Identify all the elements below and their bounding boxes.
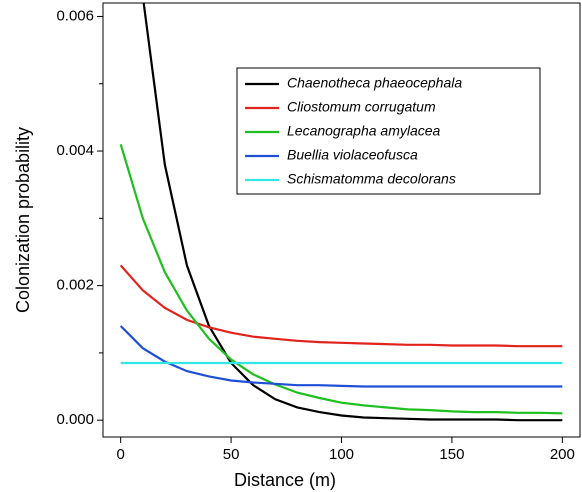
plot-area	[119, 3, 563, 422]
y-tick-label: 0.004	[56, 142, 94, 159]
y-axis-label: Colonization probability	[13, 127, 33, 313]
legend-label: Cliostomum corrugatum	[287, 99, 436, 115]
series-line	[119, 143, 563, 415]
series-line	[119, 264, 563, 348]
y-tick-label: 0.002	[56, 277, 94, 294]
y-tick-label: 0.000	[56, 411, 94, 428]
legend-box	[236, 67, 541, 195]
x-tick-label: 0	[116, 446, 124, 463]
legend-label: Buellia violaceofusca	[287, 147, 418, 163]
series-line	[119, 325, 563, 388]
x-axis-label: Distance (m)	[234, 470, 336, 490]
legend-label: Chaenotheca phaeocephala	[287, 75, 462, 91]
series-line	[142, 3, 563, 422]
x-tick-label: 100	[329, 446, 354, 463]
x-tick-label: 150	[439, 446, 464, 463]
legend-label: Schismatomma decolorans	[287, 171, 456, 187]
x-tick-label: 50	[223, 446, 240, 463]
y-tick-label: 0.006	[56, 7, 94, 24]
x-tick-label: 200	[550, 446, 575, 463]
legend-label: Lecanographa amylacea	[287, 123, 441, 139]
